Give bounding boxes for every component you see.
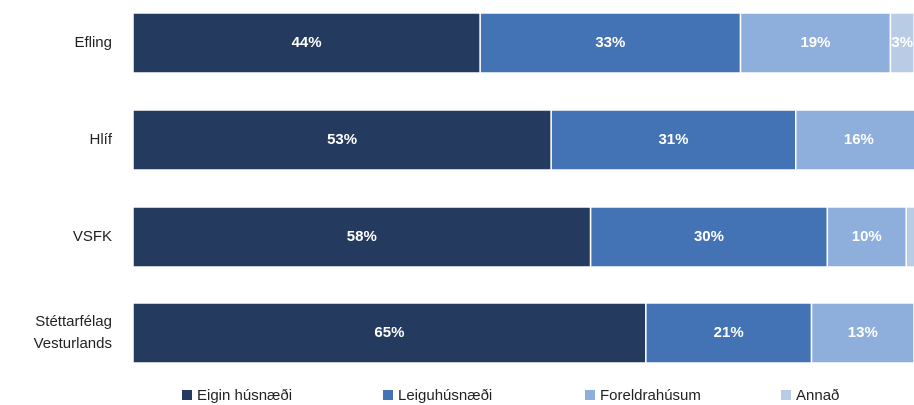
legend-label: Leiguhúsnæði [398, 387, 492, 404]
bar-segment [132, 206, 592, 268]
legend-label: Eigin húsnæði [197, 387, 292, 404]
bar-segment [826, 206, 907, 268]
value-label: 31% [658, 131, 688, 148]
bar-segment [645, 302, 813, 364]
bar-segment [889, 12, 914, 74]
value-label: 13% [848, 324, 878, 341]
bar-segment [132, 12, 481, 74]
value-label: 19% [800, 34, 830, 51]
value-label: 3% [891, 34, 913, 51]
category-label: Stéttarfélag Vesturlands [34, 313, 112, 352]
value-label: 16% [844, 131, 874, 148]
value-label: 44% [292, 34, 322, 51]
value-label: 10% [852, 228, 882, 245]
value-label: 21% [714, 324, 744, 341]
category-label: Efling [74, 34, 112, 51]
bar-segment [550, 109, 797, 171]
bar-segment [905, 206, 914, 268]
value-label: 65% [374, 324, 404, 341]
legend-swatch [585, 390, 595, 400]
bar-segment [795, 109, 914, 171]
legend-swatch [182, 390, 192, 400]
legend-swatch [781, 390, 791, 400]
bar-segment [810, 302, 914, 364]
value-label: 33% [595, 34, 625, 51]
category-label: Hlíf [90, 131, 113, 148]
bar-segment [479, 12, 742, 74]
value-label: 53% [327, 131, 357, 148]
bar-segment [589, 206, 829, 268]
legend-swatch [383, 390, 393, 400]
bar-segment [132, 109, 552, 171]
legend-label: Annað [796, 387, 839, 404]
legend-label: Foreldrahúsum [600, 387, 701, 404]
category-label: VSFK [73, 228, 112, 245]
bar-segment [739, 12, 892, 74]
value-label: 58% [347, 228, 377, 245]
value-label: 30% [694, 228, 724, 245]
plot: 44% 33% 19% 3% 53% 31% 16% 58% 30% 10% 65% 21% 13% [132, 12, 914, 364]
